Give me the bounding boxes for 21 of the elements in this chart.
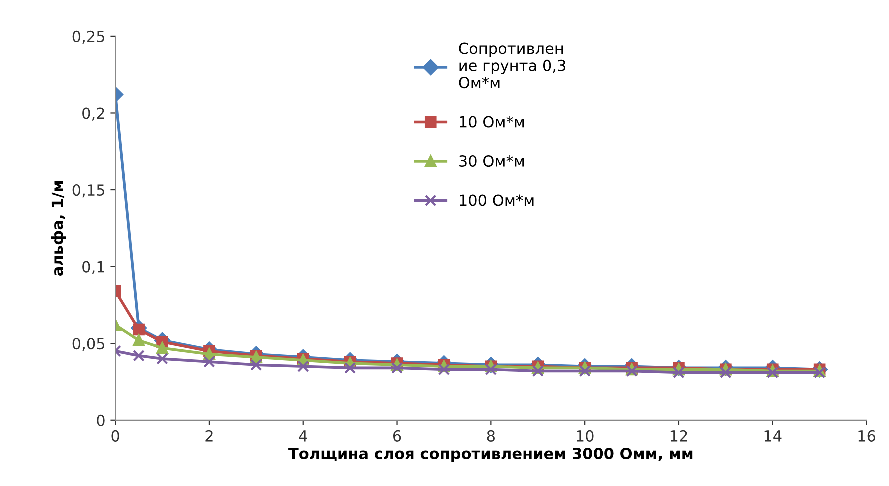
legend-label: Сопротивлен ие грунта 0,3 Ом*м <box>459 42 566 89</box>
x-tick-label: 10 <box>577 430 594 442</box>
x-tick-label: 0 <box>112 430 120 442</box>
y-tick-label: 0,1 <box>82 261 104 274</box>
x-axis-title: Толщина слоя сопротивлением 3000 Омм, мм <box>288 448 693 462</box>
x-tick-label: 2 <box>206 430 213 442</box>
x-tick-label: 16 <box>858 430 876 442</box>
y-tick-label: 0,25 <box>72 30 105 44</box>
x-tick-label: 4 <box>299 430 308 442</box>
legend-label: 100 Ом*м <box>460 194 534 206</box>
legend-label: 30 Ом*м <box>460 155 524 168</box>
x-tick-label: 12 <box>670 430 688 442</box>
x-tick-label: 14 <box>764 430 782 442</box>
x-tick-label: 8 <box>487 430 495 442</box>
x-tick-label: 6 <box>393 430 402 442</box>
y-tick-label: 0,2 <box>82 108 104 121</box>
legend-label: 10 Ом*м <box>460 116 524 128</box>
y-tick-label: 0,15 <box>72 184 105 198</box>
y-axis-title: альфа, 1/м <box>51 181 66 276</box>
y-tick-label: 0,05 <box>72 338 105 352</box>
y-tick-label: 0 <box>97 414 105 426</box>
